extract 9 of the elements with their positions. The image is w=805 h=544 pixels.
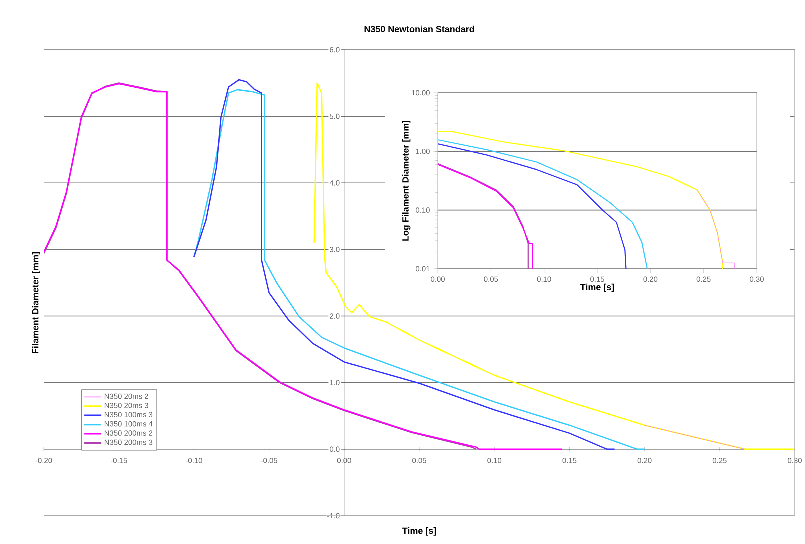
line-series [697,190,735,269]
x-axis-title: Time [s] [580,284,614,292]
y-axis-title: Log Filament Diameter [mm] [402,120,411,241]
y-axis-title: Filament Diameter [mm] [32,252,40,354]
line-series [314,82,796,450]
x-axis-title: Time [s] [402,528,436,536]
line-series [438,131,724,269]
chart-title: N350 Newtonian Standard [364,26,474,32]
line-series [44,83,563,450]
